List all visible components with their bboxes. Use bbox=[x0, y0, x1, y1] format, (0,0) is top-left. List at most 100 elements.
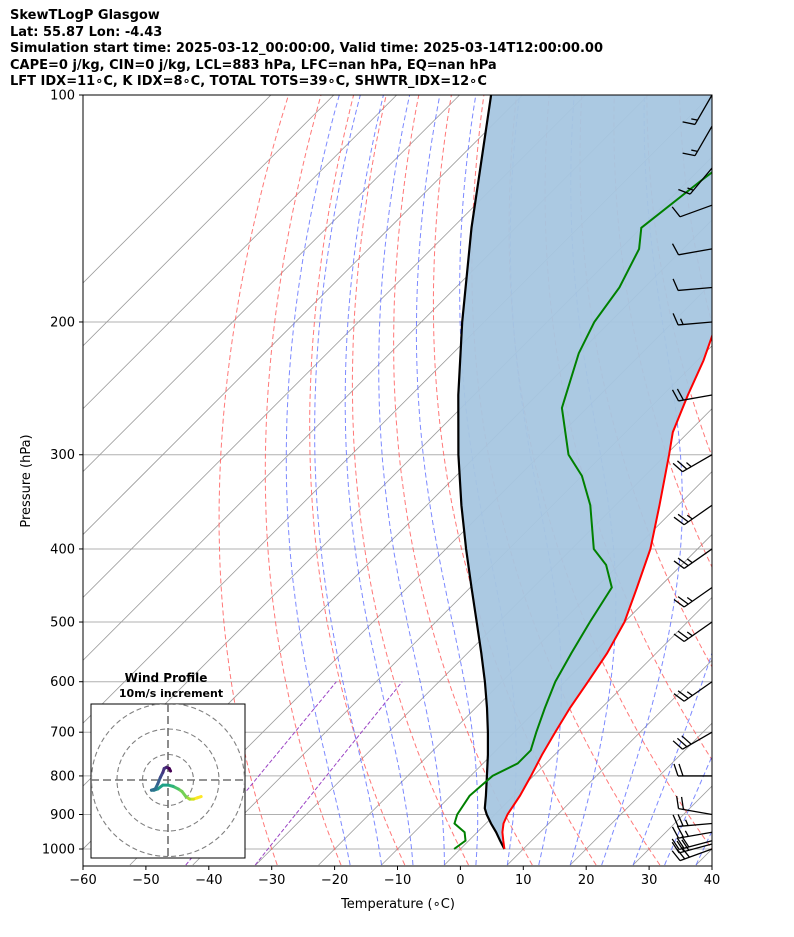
isotherm-line bbox=[83, 95, 272, 284]
wind-barb bbox=[676, 795, 713, 816]
wind-barb bbox=[672, 313, 713, 326]
dry-adiabat-line bbox=[711, 95, 712, 103]
wind-barb-staff bbox=[683, 548, 713, 569]
wind-barb-flag bbox=[676, 840, 685, 852]
wind-barb bbox=[682, 125, 713, 157]
y-tick-label: 800 bbox=[50, 769, 75, 784]
wind-barb-flag bbox=[672, 278, 679, 291]
dry-adiabat-line bbox=[613, 95, 712, 569]
wind-barb bbox=[671, 388, 713, 402]
wind-barb-staff bbox=[683, 586, 713, 608]
wind-barb bbox=[672, 278, 713, 292]
wind-barb-staff bbox=[678, 822, 713, 828]
isotherm-line bbox=[318, 471, 712, 866]
hodograph-ring bbox=[91, 704, 245, 858]
wind-barb-staff bbox=[694, 125, 713, 156]
moist-adiabat-line bbox=[601, 95, 683, 866]
wind-barb bbox=[673, 586, 713, 608]
wind-barb-flag bbox=[676, 795, 680, 809]
dewpoint-profile-line bbox=[453, 171, 712, 850]
y-tick-label: 900 bbox=[50, 808, 75, 823]
dry-adiabat-line bbox=[393, 95, 533, 866]
hodograph-inset bbox=[90, 703, 246, 859]
x-tick-label: 30 bbox=[641, 873, 658, 888]
title-block: SkewTLogP Glasgow Lat: 55.87 Lon: -4.43 … bbox=[10, 8, 603, 91]
wind-barb-half-flag bbox=[686, 462, 692, 468]
wind-barb-flag bbox=[671, 841, 680, 854]
wind-barb-flag bbox=[673, 560, 685, 569]
plot-area bbox=[83, 95, 794, 866]
moist-adiabat-line bbox=[285, 95, 351, 866]
isotherm-line bbox=[759, 95, 794, 865]
wind-barb-staff bbox=[678, 840, 713, 851]
x-tick-label: −20 bbox=[321, 873, 348, 888]
wind-barb bbox=[673, 621, 713, 643]
axes: −60 −50 −40 −30 −20 −10 0 10 20 30 40 1000 900 800 700… bbox=[42, 89, 720, 889]
x-tick-label: −10 bbox=[384, 873, 411, 888]
moist-adiabat-line bbox=[344, 95, 414, 866]
wind-barb-staff bbox=[682, 731, 713, 750]
y-axis-label: Pressure (hPa) bbox=[19, 434, 34, 527]
wind-barb-flag bbox=[677, 690, 689, 699]
wind-barb-flag bbox=[676, 837, 685, 849]
wind-barb-half-flag bbox=[684, 819, 689, 826]
times-line: Simulation start time: 2025-03-12_00:00:… bbox=[10, 41, 603, 56]
location-line: Lat: 55.87 Lon: -4.43 bbox=[10, 24, 163, 40]
wind-barbs bbox=[671, 94, 713, 862]
wind-barb-flag bbox=[676, 388, 685, 401]
dry-adiabat-line bbox=[218, 95, 289, 866]
wind-barb-flag bbox=[671, 206, 681, 218]
inset-title: Wind Profile bbox=[125, 671, 208, 685]
wind-barb-staff bbox=[678, 831, 713, 839]
wind-barb-half-flag bbox=[686, 514, 693, 520]
temperature-profile-line bbox=[501, 333, 712, 850]
moist-adiabat-line bbox=[664, 755, 712, 866]
wind-barb-flag bbox=[676, 825, 685, 838]
wind-barb-half-flag bbox=[686, 596, 693, 602]
x-tick-label: −60 bbox=[69, 873, 96, 888]
chart-title: SkewTLogP Glasgow bbox=[10, 8, 160, 23]
wind-barb-flag bbox=[677, 557, 689, 567]
wind-barb-staff bbox=[678, 843, 713, 854]
wind-barb-staff bbox=[683, 681, 713, 702]
wind-barb-flag bbox=[671, 838, 680, 850]
wind-barb-flag bbox=[673, 763, 679, 777]
wind-barb-flag bbox=[680, 796, 685, 810]
wind-barb-flag bbox=[676, 460, 688, 470]
wind-barb bbox=[671, 825, 713, 839]
wind-barb bbox=[672, 814, 713, 828]
parcel-profile-line bbox=[457, 95, 506, 850]
wind-barb bbox=[672, 454, 713, 473]
dry-adiabat-line bbox=[351, 95, 469, 866]
isotherm-line bbox=[507, 659, 712, 866]
y-tick-label: 300 bbox=[50, 448, 75, 463]
isotherm-line bbox=[83, 95, 335, 347]
wind-barb-flag bbox=[673, 693, 685, 702]
wind-barb-flag bbox=[677, 513, 689, 523]
x-tick-label: 20 bbox=[578, 873, 595, 888]
wind-barb-flag bbox=[677, 814, 684, 827]
y-tick-label: 100 bbox=[50, 89, 75, 104]
isotherm-line bbox=[83, 95, 523, 536]
wind-barb-half-flag bbox=[687, 187, 694, 191]
wind-barb-staff bbox=[678, 394, 713, 402]
dry-adiabat-line bbox=[745, 95, 794, 865]
wind-barb-staff bbox=[682, 454, 713, 473]
wind-barb-half-flag bbox=[691, 118, 698, 121]
y-tick-label: 600 bbox=[50, 675, 75, 690]
wind-barb bbox=[671, 836, 713, 851]
y-tick-label: 200 bbox=[50, 315, 75, 330]
wind-barb-flag bbox=[672, 313, 679, 326]
wind-barb-flag bbox=[672, 740, 683, 750]
cape-fill-area bbox=[458, 95, 712, 849]
isotherm-line bbox=[83, 95, 586, 598]
wind-barb-staff bbox=[683, 621, 713, 643]
isotherm-line bbox=[83, 95, 397, 410]
wind-barb-staff bbox=[694, 94, 713, 125]
wind-barb-staff bbox=[678, 321, 713, 326]
y-tick-label: 1000 bbox=[42, 843, 75, 858]
wind-barb-staff bbox=[678, 807, 713, 816]
wind-barb-flag bbox=[673, 516, 685, 526]
wind-barb bbox=[678, 167, 713, 195]
